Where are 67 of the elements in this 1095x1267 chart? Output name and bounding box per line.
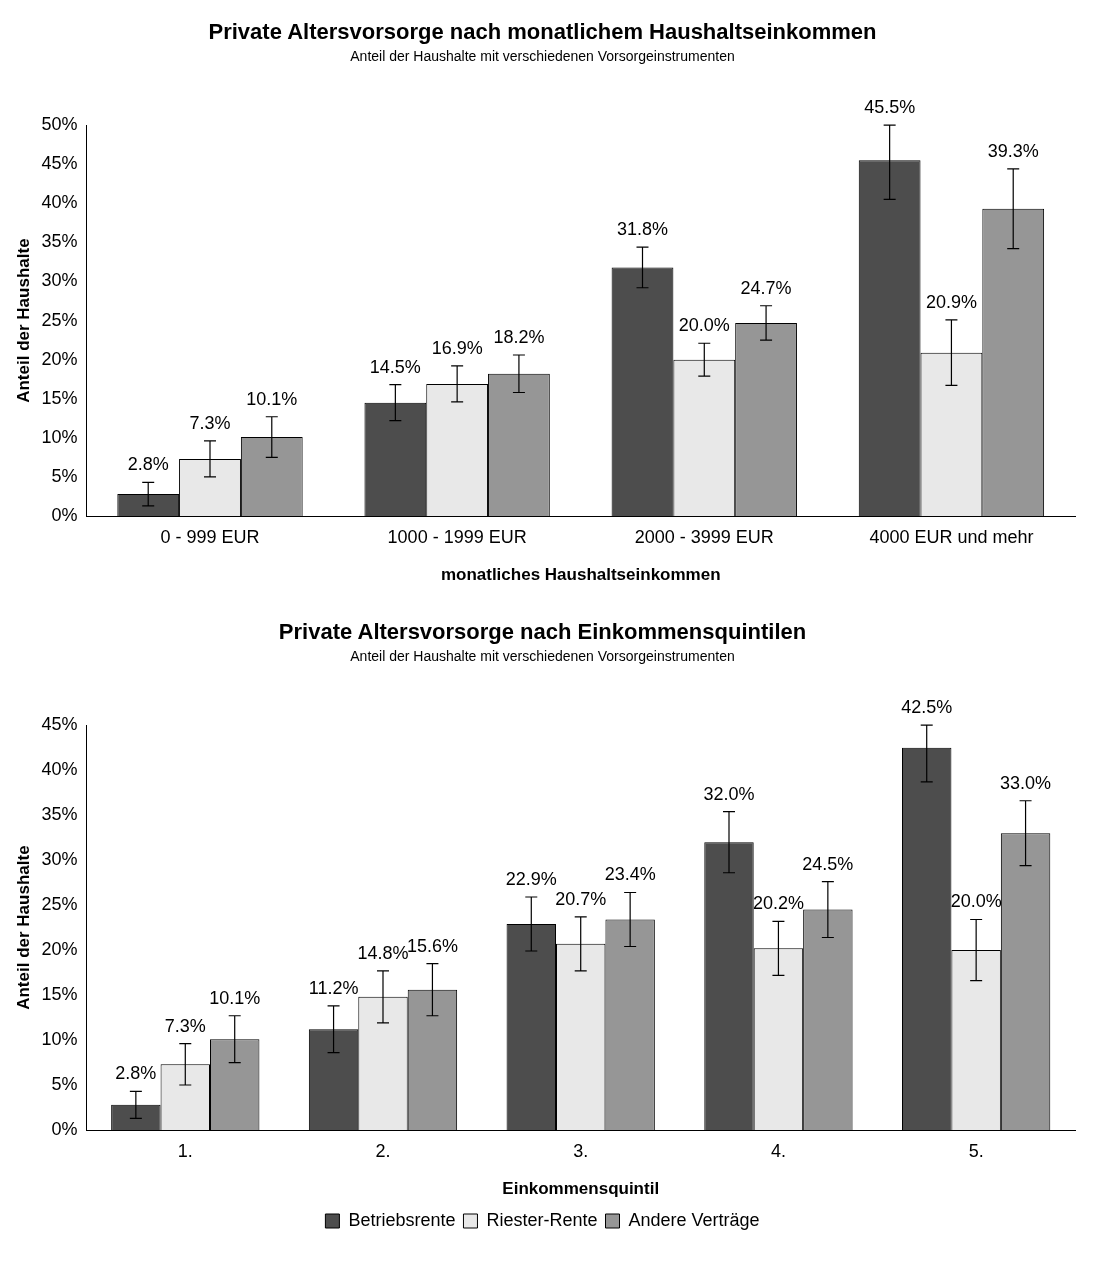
y-tick-label: 35% (41, 231, 78, 252)
data-label: 14.5% (369, 356, 421, 377)
data-label: 33.0% (1000, 772, 1052, 793)
x-tick-label: 1000 - 1999 EUR (387, 526, 527, 547)
y-tick-label: 35% (41, 804, 78, 825)
y-tick-label: 0% (51, 504, 78, 525)
y-axis-title: Anteil der Haushalte (13, 845, 33, 1010)
y-tick-label: 15% (41, 387, 78, 408)
data-label: 20.2% (752, 893, 804, 914)
y-tick-label: 40% (41, 759, 78, 780)
x-axis-title: monatliches Haushaltseinkommen (440, 565, 721, 585)
y-tick-label: 45% (41, 153, 78, 174)
chart-subtitle: Anteil der Haushalte mit verschiedenen Vorsorgeinstrumenten (350, 647, 735, 664)
data-label: 39.3% (987, 140, 1039, 161)
data-label: 31.8% (616, 219, 669, 240)
data-label: 11.2% (308, 977, 359, 998)
y-tick-label: 5% (51, 1073, 78, 1094)
data-label: 10.1% (209, 987, 261, 1008)
legend-label: Riester-Rente (486, 1209, 598, 1230)
x-tick-label: 4000 EUR und mehr (869, 526, 1034, 547)
y-tick-label: 10% (41, 1029, 78, 1050)
y-tick-label: 10% (41, 426, 78, 447)
x-tick-label: 0 - 999 EUR (160, 526, 260, 547)
y-tick-label: 0% (51, 1118, 78, 1139)
y-tick-label: 25% (41, 309, 78, 330)
data-label: 20.0% (950, 891, 1002, 912)
x-tick-label: 1. (177, 1140, 193, 1161)
legend-label: Betriebsrente (348, 1209, 456, 1230)
data-label: 2.8% (115, 1063, 157, 1084)
data-label: 24.5% (802, 853, 854, 874)
x-tick-label: 5. (968, 1140, 984, 1161)
y-tick-label: 5% (51, 465, 78, 486)
data-label: 7.3% (189, 412, 231, 433)
chart-title: Private Altersvorsorge nach Einkommensquintilen (278, 619, 807, 645)
y-tick-label: 25% (41, 894, 78, 915)
data-label: 18.2% (493, 326, 545, 347)
data-label: 20.0% (678, 315, 730, 336)
y-tick-label: 20% (41, 939, 78, 960)
x-axis-title: Einkommensquintil (502, 1179, 660, 1199)
data-label: 42.5% (901, 697, 953, 718)
x-tick-label: 3. (573, 1140, 589, 1161)
x-tick-label: 2000 - 3999 EUR (634, 526, 774, 547)
y-tick-label: 30% (41, 849, 78, 870)
y-axis-title: Anteil der Haushalte (13, 238, 33, 403)
y-tick-label: 50% (41, 114, 78, 135)
data-label: 32.0% (703, 783, 755, 804)
y-tick-label: 30% (41, 270, 78, 291)
chart-title: Private Altersvorsorge nach monatlichem Haushaltseinkommen (208, 19, 877, 45)
legend-label: Andere Verträge (628, 1209, 760, 1230)
y-tick-label: 20% (41, 348, 78, 369)
chart-subtitle: Anteil der Haushalte mit verschiedenen Vorsorgeinstrumenten (350, 47, 735, 64)
y-tick-label: 40% (41, 192, 78, 213)
data-label: 16.9% (431, 337, 483, 358)
y-tick-label: 15% (41, 984, 78, 1005)
data-label: 7.3% (164, 1015, 206, 1036)
x-tick-label: 2. (375, 1140, 391, 1161)
data-label: 10.1% (246, 388, 298, 409)
data-label: 45.5% (864, 97, 916, 118)
y-tick-label: 45% (41, 714, 78, 735)
data-label: 23.4% (604, 864, 656, 885)
data-label: 20.7% (555, 888, 607, 909)
data-label: 20.9% (925, 291, 977, 312)
data-label: 2.8% (127, 454, 169, 475)
data-label: 22.9% (505, 868, 557, 889)
data-label: 24.7% (740, 277, 792, 298)
data-label: 14.8% (357, 942, 409, 963)
x-tick-label: 4. (770, 1140, 786, 1161)
